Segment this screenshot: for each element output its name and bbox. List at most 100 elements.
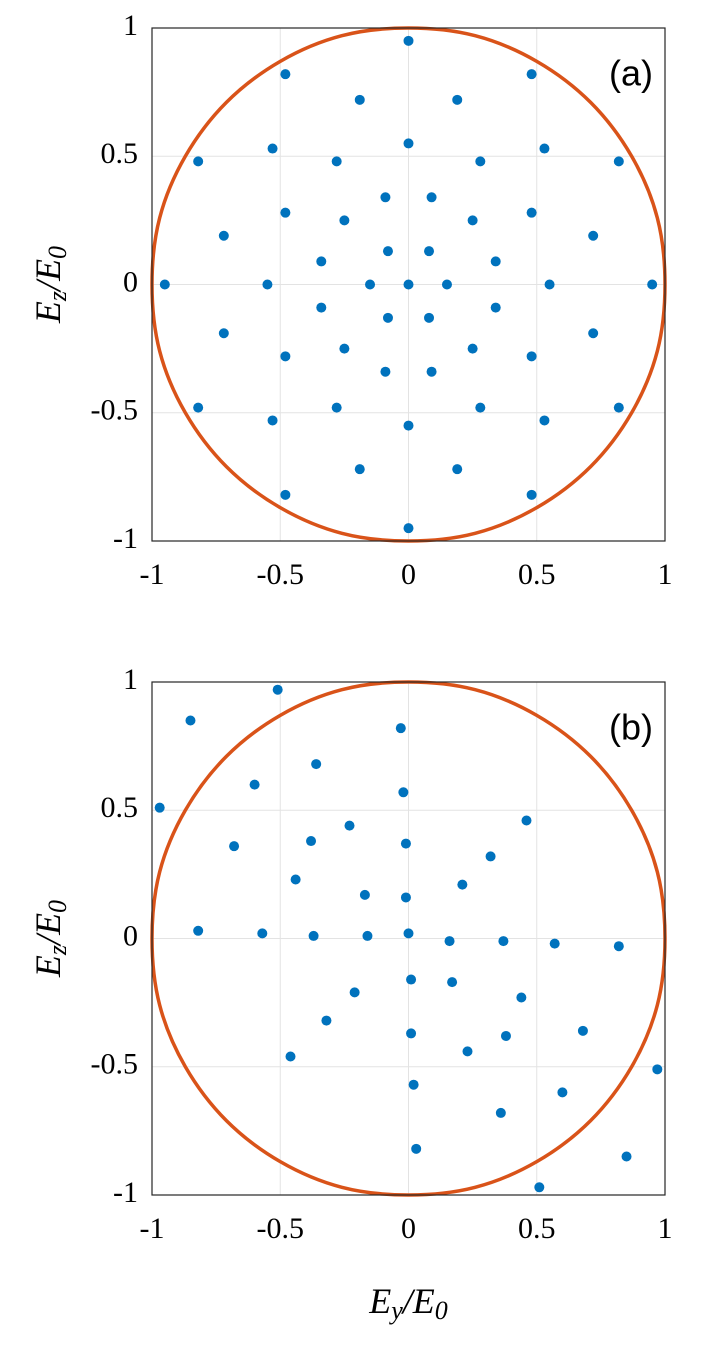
scatter-point	[462, 1046, 473, 1057]
panel-label: (a)	[609, 53, 653, 94]
scatter-point	[475, 156, 486, 167]
scatter-point	[218, 328, 229, 339]
scatter-point	[257, 928, 268, 939]
scatter-point	[452, 464, 463, 475]
scatter-point	[403, 279, 414, 290]
scatter-point	[495, 1107, 506, 1118]
scatter-point	[577, 1025, 588, 1036]
scatter-point	[424, 246, 435, 257]
x-tick-label: 0.5	[518, 558, 556, 591]
scatter-point	[526, 69, 537, 80]
scatter-point	[331, 402, 342, 413]
scatter-point	[475, 402, 486, 413]
scatter-point	[280, 207, 291, 218]
scatter-point	[400, 838, 411, 849]
scatter-point	[311, 759, 322, 770]
scatter-point	[159, 279, 170, 290]
scatter-point	[490, 256, 501, 267]
scatter-point	[339, 343, 350, 354]
scatter-point	[534, 1182, 545, 1193]
scatter-point	[500, 1030, 511, 1041]
scatter-point	[193, 402, 204, 413]
scatter-point	[403, 35, 414, 46]
scatter-point	[362, 930, 373, 941]
scatter-point	[652, 1064, 663, 1075]
scatter-point	[444, 936, 455, 947]
scatter-point	[521, 815, 532, 826]
x-tick-label: 0	[401, 1212, 416, 1245]
axis-label-part: E	[28, 301, 68, 324]
scatter-point	[403, 138, 414, 149]
scatter-point	[621, 1151, 632, 1162]
scatter-point	[395, 723, 406, 734]
scatter-point	[403, 523, 414, 534]
x-tick-label: 1	[658, 1212, 673, 1245]
scatter-point	[316, 256, 327, 267]
scatter-point	[272, 684, 283, 695]
scatter-point	[613, 156, 624, 167]
scatter-point	[380, 192, 391, 203]
scatter-point	[193, 925, 204, 936]
axis-label-part: 0	[43, 900, 72, 913]
axis-label-part: z	[43, 945, 72, 956]
axis-label: Ez/E0	[28, 246, 72, 324]
scatter-point	[267, 415, 278, 426]
scatter-point	[285, 1051, 296, 1062]
scatter-point	[344, 820, 355, 831]
scatter-point	[441, 279, 452, 290]
scatter-point	[549, 938, 560, 949]
x-tick-label: -0.5	[257, 558, 305, 591]
x-tick-label: -1	[140, 1212, 165, 1245]
y-tick-label: -1	[113, 522, 138, 555]
scatter-point	[406, 974, 417, 985]
y-tick-label: 0	[123, 919, 138, 952]
axis-label-part: /E	[401, 1281, 435, 1321]
axis-label-part: 0	[43, 246, 72, 259]
plot-frame	[151, 27, 666, 542]
axis-label-part: 0	[435, 1296, 448, 1325]
scatter-point	[516, 992, 527, 1003]
scatter-point	[339, 215, 350, 226]
scatter-point	[280, 489, 291, 500]
y-tick-label: 1	[123, 9, 138, 42]
y-tick-label: 0	[123, 265, 138, 298]
axis-label: Ey/E0	[368, 1281, 448, 1325]
scatter-point	[359, 889, 370, 900]
axis-label-part: y	[388, 1296, 403, 1325]
scatter-point	[457, 879, 468, 890]
scatter-point	[526, 489, 537, 500]
scatter-point	[526, 351, 537, 362]
scatter-point	[331, 156, 342, 167]
y-tick-label: 0.5	[101, 137, 139, 170]
scatter-point	[249, 779, 260, 790]
scatter-point	[185, 715, 196, 726]
scatter-point	[452, 94, 463, 105]
scatter-point	[426, 366, 437, 377]
scatter-point	[467, 343, 478, 354]
x-tick-label: 1	[658, 558, 673, 591]
scatter-point	[398, 787, 409, 798]
scatter-point	[467, 215, 478, 226]
scatter-point	[321, 1015, 332, 1026]
scatter-point	[588, 230, 599, 241]
x-tick-label: -0.5	[257, 1212, 305, 1245]
scatter-point	[403, 420, 414, 431]
y-tick-label: -0.5	[91, 1048, 139, 1081]
axis-label-part: z	[43, 291, 72, 302]
y-tick-label: 1	[123, 663, 138, 696]
scatter-point	[280, 69, 291, 80]
scatter-point	[447, 977, 458, 988]
scatter-point	[349, 987, 360, 998]
panel-label: (b)	[609, 707, 653, 748]
scatter-point	[382, 312, 393, 323]
axis-label-part: E	[368, 1281, 391, 1321]
scatter-point	[526, 207, 537, 218]
scatter-point	[316, 302, 327, 313]
axis-label-part: /E	[28, 259, 68, 293]
y-tick-label: 0.5	[101, 791, 139, 824]
scatter-point	[424, 312, 435, 323]
scatter-point	[306, 836, 317, 847]
scatter-point	[539, 143, 550, 154]
